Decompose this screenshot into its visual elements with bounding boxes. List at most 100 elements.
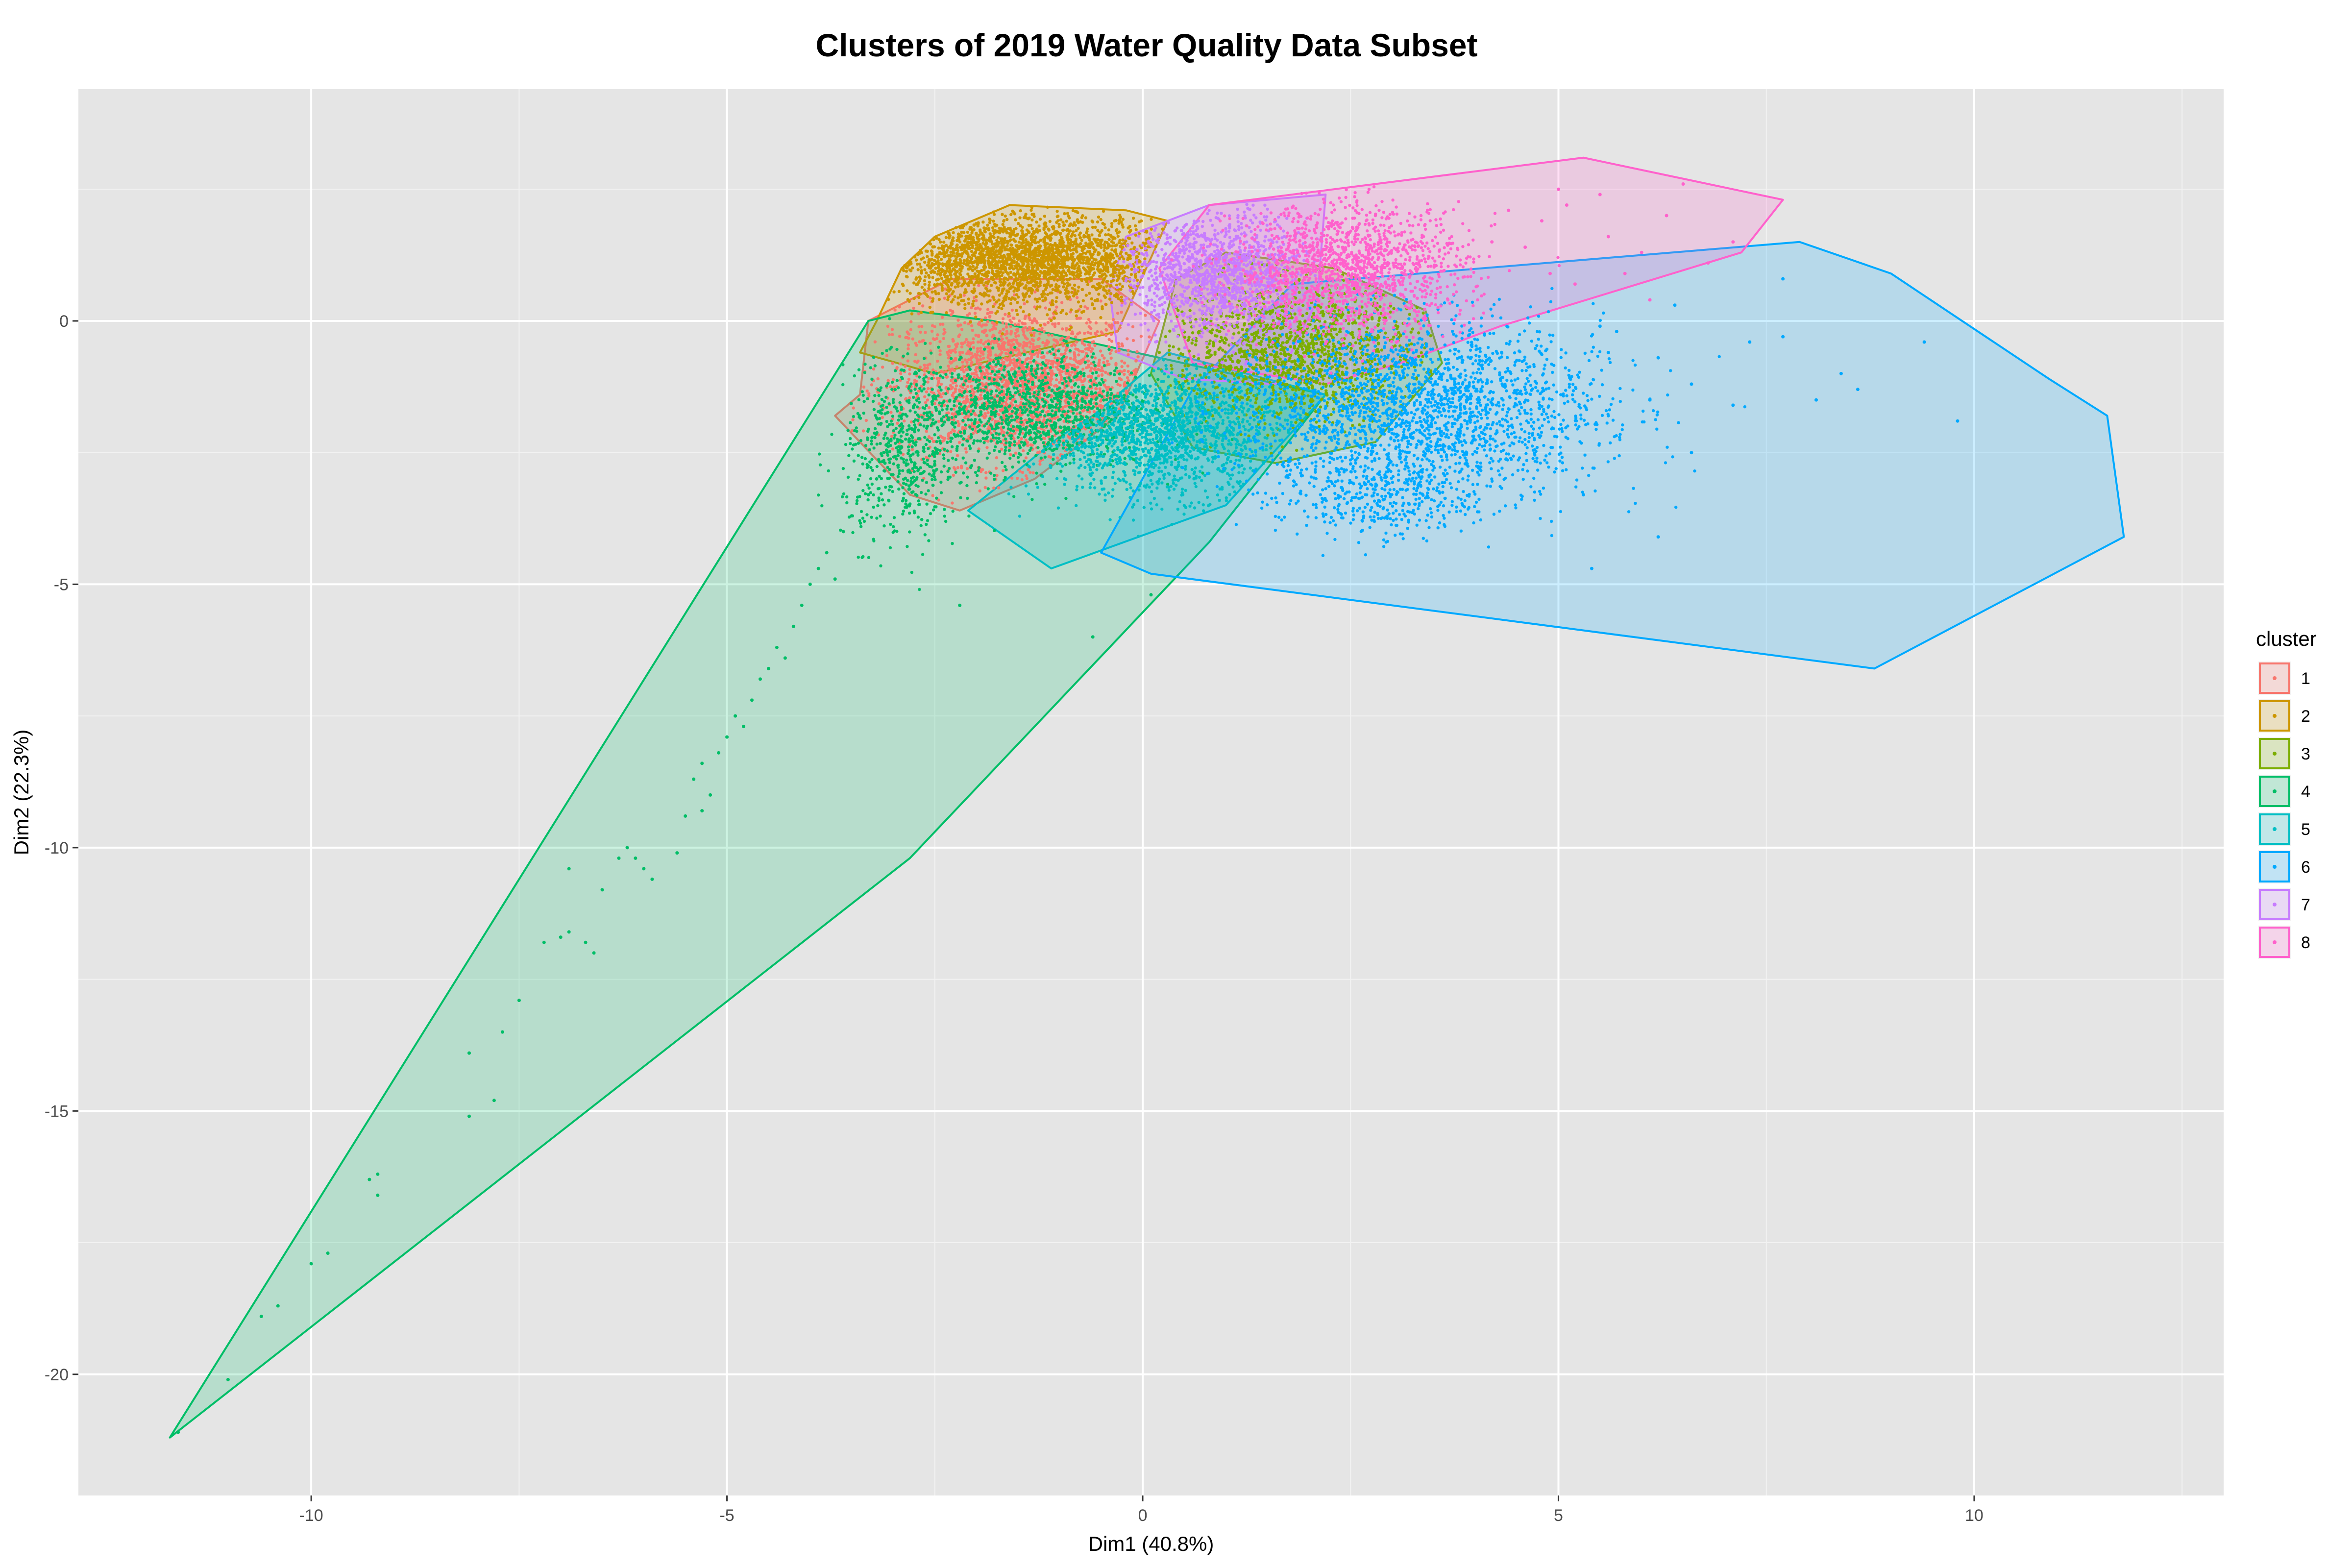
cluster-1-point xyxy=(852,406,856,410)
cluster-2-point xyxy=(1004,292,1008,295)
cluster-2-point xyxy=(1000,307,1004,311)
cluster-2-point xyxy=(1115,228,1119,231)
cluster-1-point xyxy=(978,489,981,493)
cluster-2-point xyxy=(954,226,958,229)
cluster-1-point xyxy=(1002,345,1005,349)
cluster-1-point xyxy=(978,358,981,362)
cluster-2-point xyxy=(1008,255,1011,258)
cluster-1-point xyxy=(1015,428,1018,432)
cluster-1-point xyxy=(1083,305,1087,309)
cluster-2-point xyxy=(1061,270,1064,274)
cluster-1-point xyxy=(1087,365,1090,369)
cluster-2-point xyxy=(1070,291,1074,294)
cluster-2-point xyxy=(1096,287,1100,291)
cluster-2-point xyxy=(1107,289,1111,293)
cluster-1-point xyxy=(895,366,899,369)
cluster-2-point xyxy=(1019,278,1023,282)
cluster-1-point xyxy=(1135,350,1139,353)
cluster-2-point xyxy=(925,271,928,275)
cluster-2-point xyxy=(948,245,952,248)
cluster-1-point xyxy=(991,327,994,331)
cluster-2-point xyxy=(1096,220,1100,224)
cluster-1-point xyxy=(1018,343,1022,346)
cluster-3-point xyxy=(1262,297,1266,300)
cluster-2-point xyxy=(998,274,1002,278)
cluster-1-point xyxy=(872,367,876,371)
cluster-2-point xyxy=(1099,218,1102,221)
cluster-2-point xyxy=(1105,268,1109,271)
cluster-1-point xyxy=(957,388,961,392)
cluster-2-point xyxy=(950,292,954,295)
cluster-2-point xyxy=(945,261,949,265)
cluster-2-point xyxy=(989,237,993,240)
cluster-2-point xyxy=(1011,282,1015,285)
cluster-2-point xyxy=(1085,231,1088,235)
cluster-1-point xyxy=(887,333,891,337)
cluster-1-point xyxy=(977,284,980,287)
cluster-2-point xyxy=(1032,272,1035,276)
cluster-2-point xyxy=(1104,303,1108,306)
cluster-2-point xyxy=(1022,249,1026,253)
cluster-2-point xyxy=(1015,309,1018,312)
cluster-2-point xyxy=(1059,218,1063,221)
cluster-1-point xyxy=(1078,317,1082,320)
cluster-1-point xyxy=(920,324,924,328)
cluster-2-point xyxy=(1098,282,1101,285)
cluster-2-point xyxy=(969,241,973,244)
cluster-2-point xyxy=(1031,289,1034,292)
cluster-2-point xyxy=(1016,295,1020,299)
cluster-3-point xyxy=(1195,392,1199,395)
cluster-2-point xyxy=(1099,316,1102,319)
cluster-2-point xyxy=(1077,226,1080,230)
cluster-1-point xyxy=(999,330,1002,333)
cluster-2-point xyxy=(1124,239,1127,243)
cluster-1-point xyxy=(1070,386,1074,389)
cluster-1-point xyxy=(979,349,982,353)
cluster-3-point xyxy=(1224,350,1227,354)
cluster-2-point xyxy=(982,268,986,271)
cluster-1-point xyxy=(1029,357,1032,361)
cluster-2-point xyxy=(901,267,905,270)
cluster-2-point xyxy=(1102,209,1105,213)
cluster-1-point xyxy=(898,411,902,415)
cluster-2-point xyxy=(933,283,936,287)
cluster-2-point xyxy=(1065,228,1069,232)
cluster-1-point xyxy=(1095,333,1098,337)
cluster-2-point xyxy=(920,285,924,289)
cluster-2-point xyxy=(990,284,993,287)
cluster-2-point xyxy=(1121,238,1125,242)
cluster-1-point xyxy=(1042,330,1046,333)
cluster-1-point xyxy=(896,421,899,425)
cluster-2-point xyxy=(984,241,988,244)
cluster-2-point xyxy=(955,280,958,283)
cluster-1-point xyxy=(972,337,975,341)
cluster-3-point xyxy=(1255,363,1258,367)
cluster-2-point xyxy=(931,290,934,294)
cluster-1-point xyxy=(1015,338,1018,342)
cluster-2-point xyxy=(1007,227,1010,230)
cluster-2-point xyxy=(1012,227,1016,231)
cluster-2-point xyxy=(1090,233,1094,237)
cluster-1-point xyxy=(1097,362,1101,366)
cluster-2-point xyxy=(983,292,987,295)
cluster-2-point xyxy=(1007,296,1011,300)
cluster-1-point xyxy=(956,342,959,345)
cluster-1-point xyxy=(961,400,965,404)
cluster-2-point xyxy=(1137,252,1141,255)
cluster-2-point xyxy=(930,249,933,253)
cluster-2-point xyxy=(980,318,983,322)
cluster-1-point xyxy=(997,486,1001,490)
cluster-2-point xyxy=(1118,218,1122,221)
cluster-2-point xyxy=(1076,289,1080,293)
cluster-1-point xyxy=(994,353,998,357)
cluster-2-point xyxy=(1033,257,1036,261)
cluster-2-point xyxy=(945,292,949,295)
cluster-2-point xyxy=(1107,254,1111,258)
cluster-1-point xyxy=(1091,347,1094,351)
cluster-2-point xyxy=(981,249,985,253)
cluster-1-point xyxy=(932,392,935,395)
cluster-1-point xyxy=(979,397,982,400)
cluster-1-point xyxy=(1007,413,1011,416)
cluster-2-point xyxy=(1048,220,1052,223)
cluster-1-point xyxy=(1024,326,1028,329)
